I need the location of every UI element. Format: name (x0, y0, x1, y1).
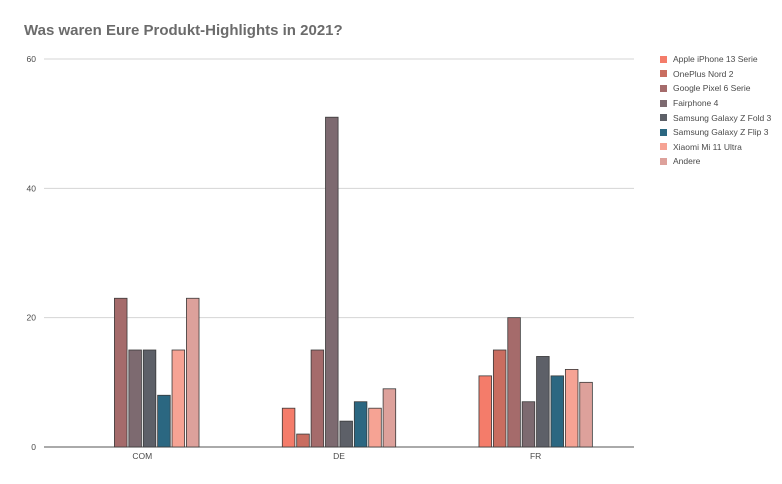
legend-item: Apple iPhone 13 Serie (660, 52, 771, 67)
legend-swatch (660, 143, 667, 151)
x-axis-ticks: COM DE FR (132, 451, 541, 461)
bar (382, 388, 397, 448)
bar (296, 433, 310, 448)
legend-swatch (660, 84, 667, 92)
x-tick-label: FR (530, 451, 541, 461)
bar (492, 349, 507, 448)
legend-label: Samsung Galaxy Z Fold 3 (673, 112, 772, 123)
legend-label: Google Pixel 6 Serie (673, 83, 751, 94)
bar (353, 401, 368, 448)
bar (281, 407, 296, 448)
legend-swatch (660, 128, 667, 136)
legend-item: OnePlus Nord 2 (660, 67, 771, 82)
legend-item: Samsung Galaxy Z Fold 3 (660, 110, 771, 125)
legend-swatch (660, 114, 667, 122)
y-tick-label: 40 (27, 183, 37, 193)
bar (368, 407, 382, 448)
legend-swatch (660, 99, 667, 107)
legend-label: Andere (673, 156, 701, 167)
legend-label: Samsung Galaxy Z Flip 3 (673, 127, 769, 138)
legend-item: Andere (660, 154, 771, 169)
bar (157, 394, 171, 448)
bar (186, 297, 200, 448)
legend-label: Fairphone 4 (673, 98, 719, 109)
bar (478, 375, 492, 448)
chart-title: Was waren Eure Produkt-Highlights in 202… (24, 22, 343, 39)
bar (521, 401, 536, 448)
legend-label: OnePlus Nord 2 (673, 68, 734, 79)
bar (339, 420, 353, 448)
legend-item: Samsung Galaxy Z Flip 3 (660, 125, 771, 140)
legend-swatch (660, 70, 667, 78)
legend-item: Fairphone 4 (660, 96, 771, 111)
y-tick-label: 60 (27, 54, 37, 64)
x-tick-label: DE (333, 451, 345, 461)
grid-lines (44, 58, 634, 448)
bar (142, 349, 157, 448)
x-tick-label: COM (132, 451, 152, 461)
bar (550, 375, 564, 448)
legend-item: Xiaomi Mi 11 Ultra (660, 140, 771, 155)
bar (507, 317, 521, 448)
bar (128, 349, 142, 448)
bar (536, 356, 550, 448)
bars (114, 116, 593, 448)
bar (325, 116, 339, 448)
legend-swatch (660, 55, 667, 63)
legend-label: Apple iPhone 13 Serie (673, 54, 758, 65)
bar (171, 349, 186, 448)
y-tick-label: 0 (31, 442, 36, 452)
legend: Apple iPhone 13 Serie OnePlus Nord 2 Googl… (660, 52, 771, 169)
bar (114, 297, 128, 448)
legend-label: Xiaomi Mi 11 Ultra (673, 141, 742, 152)
bar (564, 368, 579, 448)
y-tick-label: 20 (27, 313, 37, 323)
legend-swatch (660, 157, 667, 165)
bar (579, 381, 593, 448)
bar (310, 349, 325, 448)
y-axis-ticks: 0 20 40 60 (27, 54, 37, 452)
legend-item: Google Pixel 6 Serie (660, 81, 771, 96)
